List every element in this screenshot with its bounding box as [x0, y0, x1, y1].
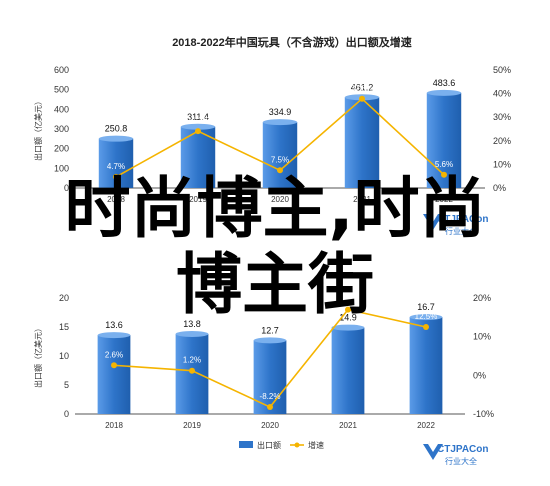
chart1-y-tick-label: 200	[54, 144, 69, 154]
chart1-growth-label: 37.8%	[351, 84, 374, 93]
chart1-y-tick-label: 300	[54, 124, 69, 134]
chart2-bar-cap	[175, 330, 209, 337]
chart2-bar	[97, 335, 131, 414]
chart2-bar-cap	[331, 324, 365, 331]
chart1-y2-tick-label: 30%	[493, 112, 511, 122]
chart1-y-axis-label: 出口额（亿美元）	[33, 97, 43, 161]
chart2-x-tick-label: 2022	[417, 421, 435, 430]
chart1-y-tick-label: 500	[54, 85, 69, 95]
chart1-y2-tick-label: 0%	[493, 183, 506, 193]
chart1-growth-point	[441, 171, 447, 178]
chart1-bar-cap	[180, 123, 216, 130]
chart2-brand-logo-icon	[423, 444, 443, 460]
chart1-y-tick-label: 0	[64, 183, 69, 193]
chart1-growth-point	[359, 95, 365, 102]
chart1-bar	[262, 122, 298, 188]
chart2-bar-value-label: 13.8	[183, 319, 201, 329]
chart1-brand-name: CTJPACon	[437, 214, 488, 225]
chart1-growth-label: 24.1%	[187, 116, 210, 125]
chart2-legend-swatch-dot	[294, 442, 300, 448]
chart1-x-tick-label: 2022	[435, 195, 453, 204]
chart2-bar-cap	[97, 332, 131, 339]
chart2-growth-label: 12.5%	[415, 312, 438, 321]
chart2-y-tick-label: 0	[64, 409, 69, 419]
chart2-growth-point	[423, 324, 429, 330]
chart2-legend-swatch-bar	[239, 441, 253, 448]
chart2-y-tick-label: 20	[59, 293, 69, 303]
chart1-bar-value-label: 483.6	[433, 78, 456, 88]
chart2-y2-tick-label: 20%	[473, 293, 491, 303]
chart2-legend-label: 增速	[308, 440, 324, 450]
chart1-bar-value-label: 334.9	[269, 107, 292, 117]
chart2-growth-point	[111, 362, 117, 369]
chart1-bar	[344, 97, 380, 188]
chart1-growth-label: 4.7%	[107, 162, 125, 171]
chart2-bar-cap	[253, 337, 287, 344]
chart2-growth-label: -8.2%	[260, 392, 281, 401]
chart2-bar	[331, 327, 365, 414]
chart1-y2-tick-label: 40%	[493, 89, 511, 99]
chart2-x-tick-label: 2020	[261, 421, 279, 430]
chart2-growth-point	[189, 367, 195, 374]
chart2-growth-label: 2.6%	[105, 350, 123, 359]
chart1-y-tick-label: 600	[54, 65, 69, 75]
chart2-y-tick-label: 10	[59, 351, 69, 361]
chart2-legend-label: 出口额	[257, 440, 281, 450]
chart1-bar-cap	[262, 119, 298, 126]
chart1-growth-point	[195, 128, 201, 135]
chart1-brand-logo-icon	[423, 214, 443, 230]
chart2-x-tick-label: 2019	[183, 421, 201, 430]
chart1-y2-tick-label: 20%	[493, 136, 511, 146]
chart2-bar-cap	[409, 314, 443, 321]
chart2-y-tick-label: 15	[59, 322, 69, 332]
chart2-growth-point	[345, 306, 351, 313]
chart2-y-tick-label: 5	[64, 380, 69, 390]
chart2-bar	[253, 340, 287, 414]
chart2-growth-label: 1.2%	[183, 356, 201, 365]
chart1-x-tick-label: 2018	[107, 195, 125, 204]
chart2-bar	[409, 317, 443, 414]
chart2-y2-tick-label: 10%	[473, 332, 491, 342]
chart1-brand-subtitle: 行业大全	[445, 226, 477, 236]
chart1-growth-label: 7.5%	[271, 155, 289, 164]
chart2-bar-value-label: 14.9	[339, 313, 357, 323]
chart2-x-tick-label: 2018	[105, 421, 123, 430]
overlay-text-line-2: 博主街	[176, 246, 374, 323]
chart1-growth-point	[113, 173, 119, 180]
chart1-title: 2018-2022年中国玩具（不含游戏）出口额及增速	[172, 35, 412, 49]
chart2-bar-value-label: 16.7	[417, 302, 435, 312]
chart1-bar-value-label: 311.4	[187, 112, 209, 122]
chart2-brand-subtitle: 行业大全	[445, 456, 477, 466]
chart2-x-tick-label: 2021	[339, 421, 357, 430]
chart1-x-tick-label: 2020	[271, 195, 289, 204]
chart1-y2-tick-label: 50%	[493, 65, 511, 75]
overlay-text-line-1: 时尚博主,时尚	[64, 170, 486, 247]
chart2-y2-tick-label: -10%	[473, 409, 494, 419]
chart2-bar-value-label: 13.6	[105, 320, 123, 330]
chart1-growth-label: 5.6%	[435, 160, 453, 169]
chart1-bar-value-label: 461.2	[351, 82, 374, 92]
chart2-brand-name: CTJPACon	[437, 444, 488, 455]
chart1-bar-value-label: 250.8	[105, 124, 128, 134]
chart1-y2-tick-label: 10%	[493, 159, 511, 169]
chart2-bar-value-label: 12.7	[261, 325, 279, 335]
chart2-bar	[175, 333, 209, 414]
chart1-y-tick-label: 100	[54, 163, 69, 173]
chart1-y-tick-label: 400	[54, 104, 69, 114]
chart1-growth-point	[277, 167, 283, 174]
chart2-growth-point	[267, 404, 273, 411]
chart1-bar-cap	[426, 89, 462, 96]
chart1-bar-cap	[98, 135, 134, 142]
chart2-y2-tick-label: 0%	[473, 370, 486, 380]
chart1-x-tick-label: 2021	[353, 195, 371, 204]
chart1-x-tick-label: 2019	[189, 195, 207, 204]
chart2-y-axis-label: 出口额（亿美元）	[33, 324, 43, 388]
